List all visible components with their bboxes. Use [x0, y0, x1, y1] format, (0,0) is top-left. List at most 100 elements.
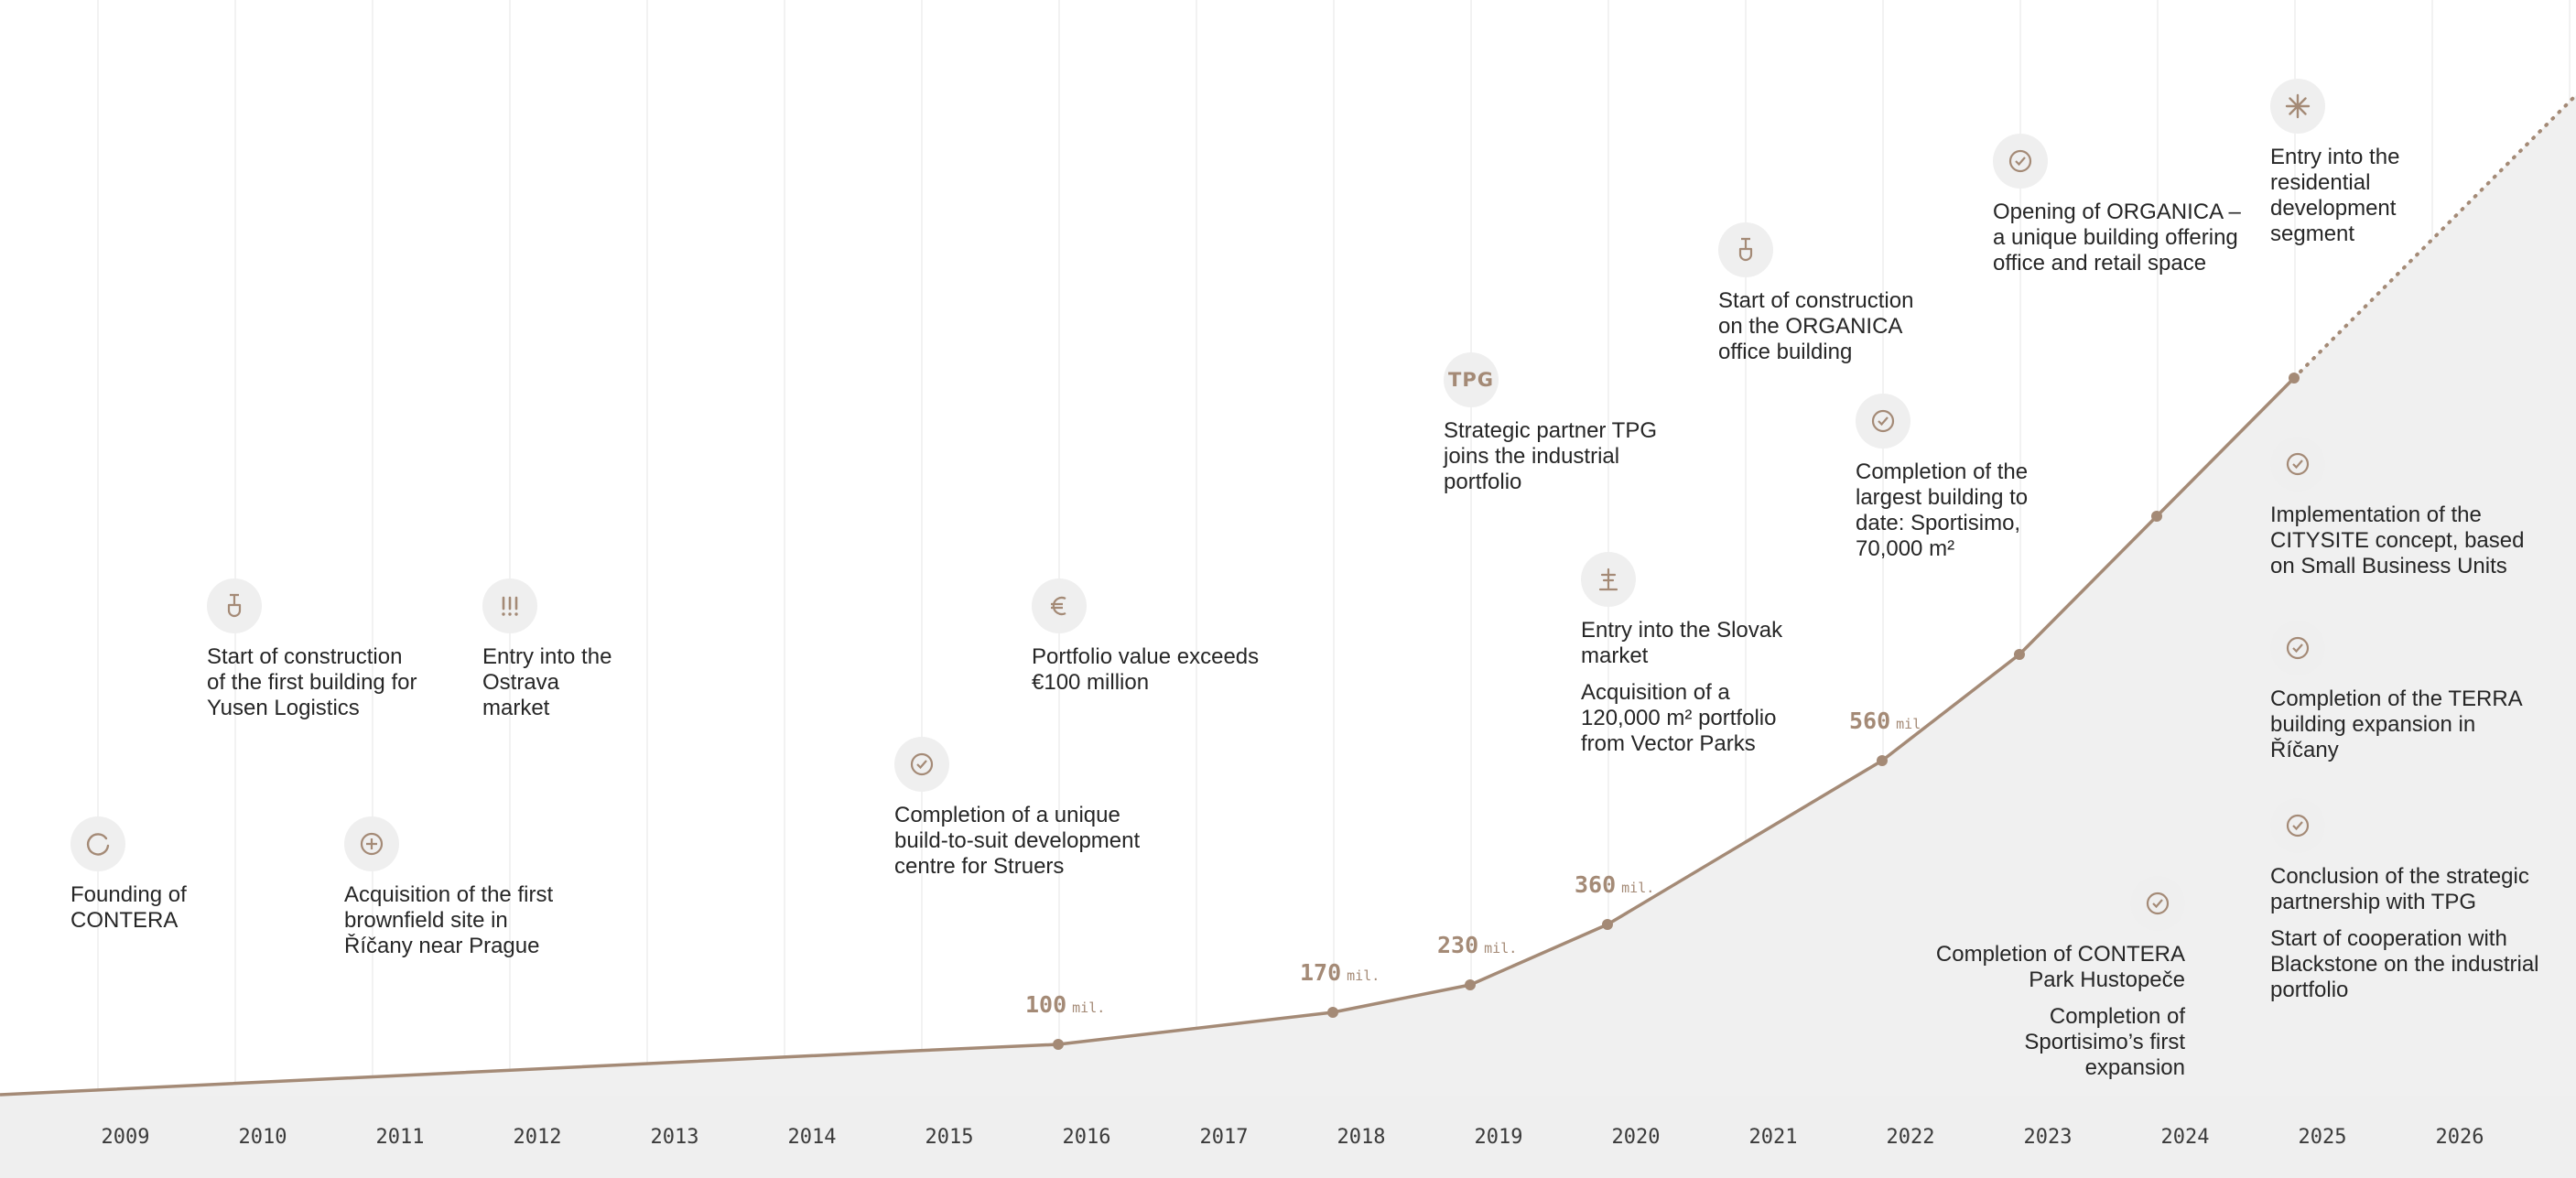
tick-label-2016: 2016 [1063, 1126, 1111, 1149]
tick-label-2012: 2012 [514, 1126, 562, 1149]
event-portfolio-value: Portfolio value exceeds €100 million [1032, 578, 1270, 696]
data-point-2016 [1053, 1039, 1064, 1050]
circle-arrow-icon [70, 816, 125, 871]
tower-icon [1581, 552, 1636, 607]
data-point-2018 [1327, 1007, 1338, 1018]
tick-label-2025: 2025 [2299, 1126, 2347, 1149]
tick-label-2011: 2011 [376, 1126, 425, 1149]
event-text: Acquisition of a 120,000 m² portfolio fr… [1581, 680, 1777, 756]
tick-label-2024: 2024 [2161, 1126, 2210, 1149]
event-text: Completion of the largest building to da… [1856, 459, 2029, 561]
growth-area [0, 95, 2576, 1096]
data-point-2023 [2014, 649, 2025, 660]
tick-label-2019: 2019 [1475, 1126, 1523, 1149]
tick-label-2023: 2023 [2024, 1126, 2073, 1149]
data-point-2025 [2289, 373, 2300, 384]
tick-label-2022: 2022 [1887, 1126, 1935, 1149]
data-points [1053, 373, 2300, 1050]
tick-label-2020: 2020 [1612, 1126, 1661, 1149]
data-point-2019 [1465, 979, 1476, 990]
value-labels: 100 mil. 170 mil. 230 mil. 360 mil. 560 mil. [1025, 708, 1929, 1018]
event-text: Conclusion of the strategic partnership … [2270, 864, 2529, 914]
value-number: 100 [1025, 991, 1066, 1018]
exclamation-icon [482, 578, 537, 633]
event-text: Completion of a unique build-to-suit dev… [894, 803, 1141, 879]
portfolio-value-line [0, 376, 2296, 1097]
value-label-2018: 170 mil. [1300, 959, 1380, 986]
data-point-2024 [2151, 511, 2162, 522]
event-residential: Entry into the residential development s… [2270, 79, 2453, 247]
year-axis: 2009 2010 2011 2012 2013 2014 2015 2016 2017 2018… [102, 1126, 2484, 1149]
shovel-icon [1718, 222, 1773, 277]
check-circle-icon [2130, 876, 2185, 931]
euro-icon [1032, 578, 1087, 633]
value-label-2019: 230 mil. [1437, 932, 1517, 958]
event-text: Implementation of the CITYSITE concept, … [2270, 503, 2525, 578]
tick-label-2014: 2014 [788, 1126, 837, 1149]
event-text: Opening of ORGANICA – a unique building … [1993, 200, 2241, 276]
value-unit: mil. [1621, 880, 1654, 896]
value-unit: mil. [1484, 940, 1517, 956]
data-point-2020 [1602, 919, 1613, 930]
shovel-icon [207, 578, 262, 633]
event-founding: Founding of CONTERA [70, 816, 272, 934]
event-tpg-partner: TPG Strategic partner TPG joins the indu… [1444, 352, 1672, 495]
check-circle-icon [1993, 134, 2048, 189]
event-brownfield: Acquisition of the first brownfield site… [344, 816, 564, 959]
tick-label-2009: 2009 [102, 1126, 150, 1149]
event-text: Start of cooperation with Blackstone on … [2270, 926, 2539, 1002]
data-point-2022 [1877, 755, 1888, 766]
event-hustopece: Completion of CONTERA Park Hustopeče Com… [1910, 876, 2185, 1081]
event-struers: Completion of a unique build-to-suit dev… [894, 737, 1160, 880]
event-text: Portfolio value exceeds €100 million [1032, 644, 1260, 695]
tick-label-2010: 2010 [239, 1126, 287, 1149]
event-yusen: Start of construction of the first build… [207, 578, 427, 721]
tick-label-2021: 2021 [1749, 1126, 1798, 1149]
tick-label-2018: 2018 [1337, 1126, 1386, 1149]
event-text: Entry into the Ostrava market [482, 644, 612, 720]
plus-circle-icon [344, 816, 399, 871]
value-number: 360 [1575, 871, 1616, 898]
event-text: Strategic partner TPG joins the industri… [1444, 418, 1657, 494]
event-text: Start of construction on the ORGANICA of… [1718, 288, 1914, 364]
event-text: Entry into the Slovak market [1581, 618, 1783, 668]
value-number: 170 [1300, 959, 1341, 986]
event-ostrava: Entry into the Ostrava market [482, 578, 620, 721]
check-circle-icon [2270, 437, 2325, 492]
value-label-2020: 360 mil. [1575, 871, 1654, 898]
event-text: Founding of CONTERA [70, 882, 187, 933]
event-organica-start: Start of construction on the ORGANICA of… [1718, 222, 1938, 365]
value-unit: mil. [1072, 1000, 1105, 1016]
event-sportisimo: Completion of the largest building to da… [1856, 394, 2075, 562]
check-circle-icon [1856, 394, 1910, 449]
event-text: Entry into the residential development s… [2270, 145, 2400, 246]
check-circle-icon [2270, 798, 2325, 853]
tick-label-2026: 2026 [2436, 1126, 2484, 1149]
tpg-text-icon: TPG [1444, 352, 1499, 407]
value-unit: mil. [1896, 716, 1929, 732]
tick-label-2017: 2017 [1200, 1126, 1249, 1149]
check-circle-icon [2270, 621, 2325, 675]
asterisk-icon [2270, 79, 2325, 134]
value-unit: mil. [1347, 967, 1380, 984]
value-number: 230 [1437, 932, 1478, 958]
tick-label-2013: 2013 [651, 1126, 699, 1149]
event-tpg-conclusion: Conclusion of the strategic partnership … [2270, 798, 2545, 1003]
tick-label-2015: 2015 [925, 1126, 974, 1149]
event-text: Start of construction of the first build… [207, 644, 417, 720]
event-text: Completion of the TERRA building expansi… [2270, 686, 2522, 762]
event-text: Acquisition of the first brownfield site… [344, 882, 554, 958]
year-axis-band [0, 1096, 2576, 1178]
event-text: Completion of Sportisimo’s first expansi… [2024, 1004, 2185, 1080]
value-label-2016: 100 mil. [1025, 991, 1105, 1018]
value-label-2022: 560 mil. [1849, 708, 1929, 734]
value-number: 560 [1849, 708, 1890, 734]
projection-dotted-line [2292, 93, 2576, 380]
event-terra: Completion of the TERRA building expansi… [2270, 621, 2545, 763]
event-citysite: Implementation of the CITYSITE concept, … [2270, 437, 2545, 579]
event-organica-open: Opening of ORGANICA – a unique building … [1993, 134, 2249, 276]
check-circle-icon [894, 737, 949, 792]
event-slovak: Entry into the Slovak market Acquisition… [1581, 552, 1810, 757]
event-text: Completion of CONTERA Park Hustopeče [1935, 942, 2185, 992]
